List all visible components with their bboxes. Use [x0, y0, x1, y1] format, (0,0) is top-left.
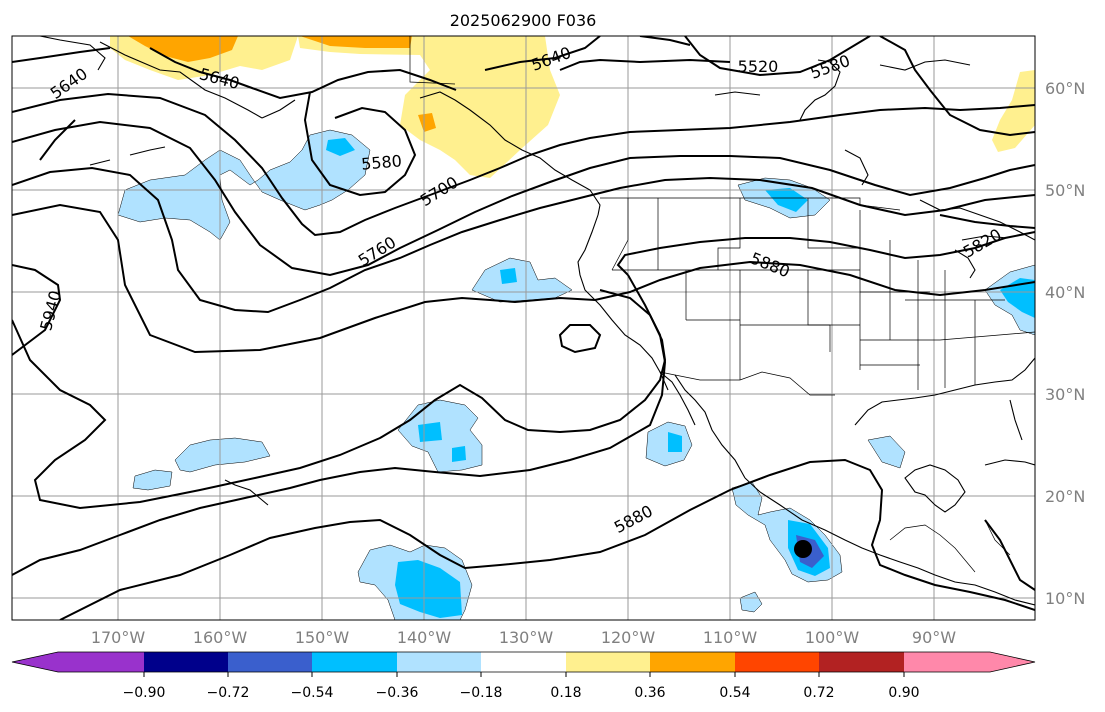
colorbar-seg [904, 652, 990, 672]
map-panel: 5640 5640 5640 5520 5580 5580 5700 5760 … [12, 36, 1035, 620]
colorbar-tick-label: 0.36 [634, 685, 665, 701]
colorbar-seg [58, 652, 144, 672]
coastlines [39, 36, 1035, 606]
colorbar-tick-label: −0.54 [291, 685, 334, 701]
lat-label: 40°N [1045, 283, 1085, 302]
lon-label: 120°W [601, 628, 656, 647]
lon-label: 170°W [91, 628, 146, 647]
latitude-labels: 60°N 50°N 40°N 30°N 20°N 10°N [1045, 79, 1085, 608]
political-borders [409, 36, 1035, 573]
colorbar-tick-label: 0.54 [719, 685, 750, 701]
colorbar-seg [990, 652, 1035, 672]
contour-label: 5580 [360, 151, 402, 173]
colorbar-seg [397, 652, 481, 672]
colorbar-seg [228, 652, 312, 672]
colorbar-tick-label: −0.18 [460, 685, 503, 701]
lat-label: 20°N [1045, 487, 1085, 506]
lat-label: 50°N [1045, 181, 1085, 200]
lat-label: 10°N [1045, 589, 1085, 608]
lon-label: 160°W [193, 628, 248, 647]
colorbar-ticks [143, 672, 905, 677]
height-contours [12, 36, 1035, 620]
colorbar-tick-label: −0.90 [123, 685, 166, 701]
colorbar-seg [144, 652, 228, 672]
colorbar-seg [650, 652, 735, 672]
graticule [12, 36, 1035, 620]
storm-center-marker [794, 540, 812, 558]
colorbar-tick-label: −0.36 [376, 685, 419, 701]
colorbar-tick-label: −0.72 [207, 685, 250, 701]
colorbar-seg [481, 652, 566, 672]
colorbar-seg [12, 652, 58, 672]
map-frame [11, 35, 1036, 621]
contour-label: 5520 [738, 57, 779, 76]
colorbar-seg [819, 652, 904, 672]
lon-label: 150°W [295, 628, 350, 647]
colorbar-tick-label: 0.72 [803, 685, 834, 701]
colorbar-seg [312, 652, 397, 672]
colorbar-outline [11, 651, 1036, 673]
map-title: 2025062900 F036 [450, 11, 597, 30]
colorbar-seg [566, 652, 650, 672]
longitude-labels: 170°W 160°W 150°W 140°W 130°W 120°W 110°… [91, 628, 956, 647]
lat-label: 60°N [1045, 79, 1085, 98]
lon-label: 140°W [397, 628, 452, 647]
colorbar-tick-label: 0.18 [550, 685, 581, 701]
lon-label: 90°W [912, 628, 956, 647]
lon-label: 130°W [499, 628, 554, 647]
lon-label: 100°W [805, 628, 860, 647]
lat-label: 30°N [1045, 385, 1085, 404]
colorbar-seg [735, 652, 819, 672]
colorbar: −0.90 −0.72 −0.54 −0.36 −0.18 0.18 0.36 … [11, 651, 1036, 701]
colorbar-tick-label: 0.90 [888, 685, 919, 701]
lon-label: 110°W [703, 628, 758, 647]
